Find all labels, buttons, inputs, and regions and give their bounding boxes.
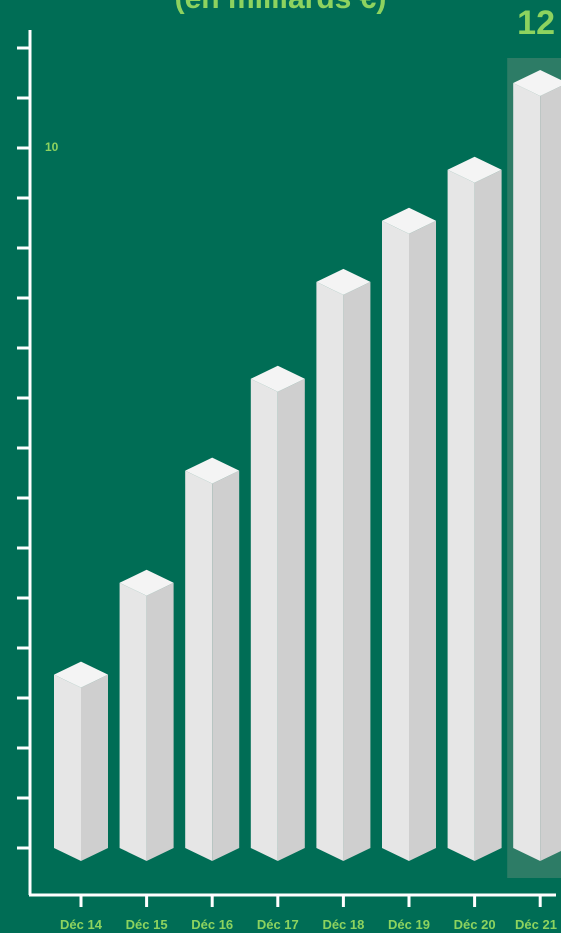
bar-top-face xyxy=(316,268,371,295)
bar xyxy=(447,156,502,861)
bar-side-face xyxy=(343,281,371,861)
x-tick-label: Déc 17 xyxy=(257,917,299,932)
x-tick-label: Déc 18 xyxy=(322,917,364,932)
bar-side-face xyxy=(277,378,305,861)
bar-side-face xyxy=(146,582,174,861)
bar-top-face xyxy=(54,661,108,688)
bar xyxy=(316,268,371,861)
bar xyxy=(513,70,561,861)
bar-side-face xyxy=(409,220,436,861)
annotation-top: 12 xyxy=(517,4,555,42)
bar-side-face xyxy=(540,85,561,861)
bar-front-face xyxy=(250,378,278,861)
bar xyxy=(250,365,305,861)
x-tick-label: Déc 19 xyxy=(388,917,430,932)
x-tick-label: Déc 21 xyxy=(515,917,557,932)
chart-title: (en milliards €) xyxy=(0,0,561,16)
bar-top-face xyxy=(513,70,561,96)
bar-front-face xyxy=(513,83,541,861)
bar-top-face xyxy=(382,207,436,234)
bar-front-face xyxy=(382,220,409,861)
x-tick-label: Déc 20 xyxy=(454,917,496,932)
bar-top-face xyxy=(119,569,174,596)
bar-top-face xyxy=(185,457,240,484)
bar-top-face xyxy=(250,365,305,392)
bar xyxy=(382,207,436,861)
bar-front-face xyxy=(119,582,147,861)
bar xyxy=(119,569,174,861)
bar xyxy=(185,457,240,861)
x-tick-label: Déc 16 xyxy=(191,917,233,932)
bar-front-face xyxy=(316,281,344,861)
bar-front-face xyxy=(447,169,475,861)
x-tick-label: Déc 15 xyxy=(126,917,168,932)
bar-side-face xyxy=(81,674,108,861)
bar-front-face xyxy=(54,674,81,861)
bar-side-face xyxy=(474,169,502,861)
annotation-tick: 10 xyxy=(45,140,59,154)
bar xyxy=(54,661,108,861)
bar-side-face xyxy=(212,470,240,861)
bar-front-face xyxy=(185,470,213,861)
x-tick-label: Déc 14 xyxy=(60,917,103,932)
bar-top-face xyxy=(447,156,502,183)
